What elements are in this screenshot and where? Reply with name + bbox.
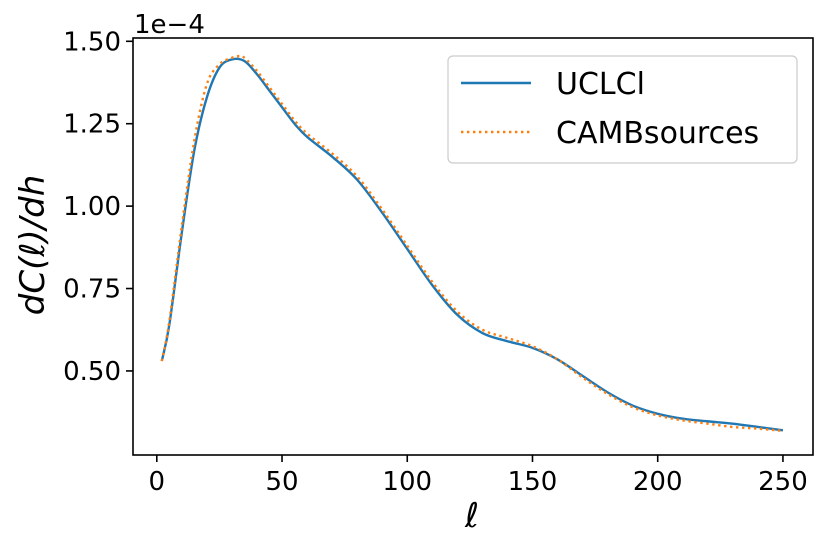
x-tick-label: 150 xyxy=(508,467,558,497)
y-axis-label: dC(ℓ)/dh xyxy=(13,175,53,315)
series-layer xyxy=(160,54,784,433)
legend-box xyxy=(447,55,798,164)
legend-label-cambsources: CAMBsources xyxy=(556,116,759,151)
y-tick-label: 0.50 xyxy=(63,357,121,387)
x-tick-label: 0 xyxy=(149,467,166,497)
x-tick-label: 100 xyxy=(382,467,432,497)
legend-label-uclcl: UCLCl xyxy=(556,67,645,102)
x-tick-label: 50 xyxy=(265,467,298,497)
x-axis-label: ℓ xyxy=(464,496,479,536)
y-offset-label: 1e−4 xyxy=(134,10,205,40)
y-axis: 0.50 0.75 1.00 1.25 1.50 xyxy=(63,27,133,387)
y-tick-label: 1.25 xyxy=(63,110,121,140)
series-line-uclcl xyxy=(160,57,784,432)
y-tick-label: 1.00 xyxy=(63,192,121,222)
plot-frame xyxy=(132,37,814,456)
legend: UCLCl CAMBsources xyxy=(447,55,798,164)
series-line-cambsources xyxy=(160,54,784,433)
x-tick-label: 200 xyxy=(633,467,683,497)
x-tick-label: 250 xyxy=(758,467,808,497)
y-tick-label: 0.75 xyxy=(63,275,121,305)
y-tick-label: 1.50 xyxy=(63,27,121,57)
x-axis: 0 50 100 150 200 250 xyxy=(149,455,808,497)
